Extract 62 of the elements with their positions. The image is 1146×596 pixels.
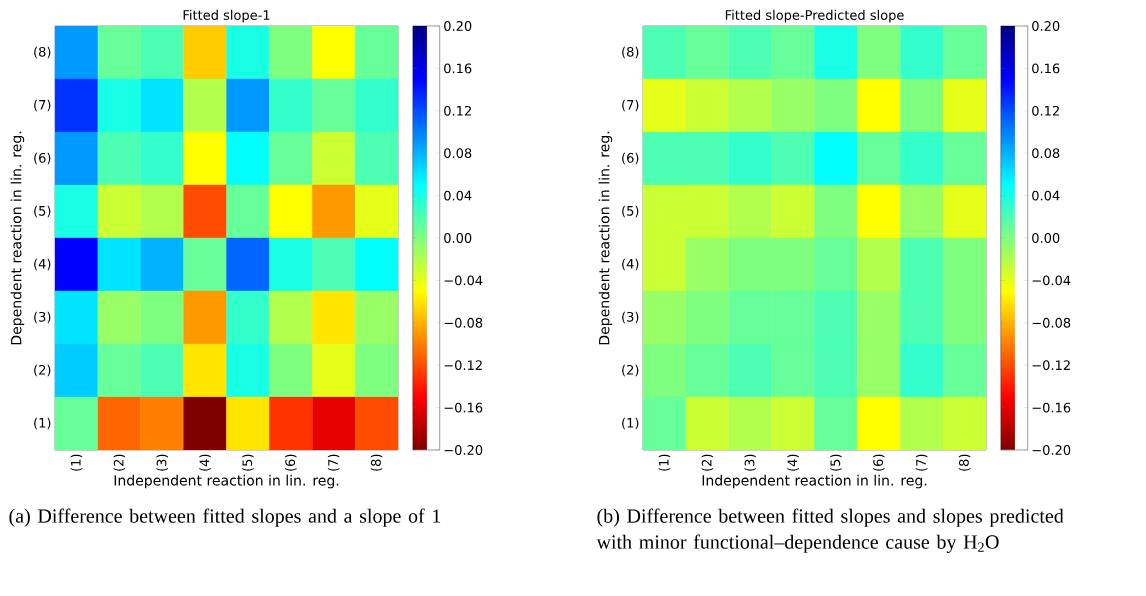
color-bar-label: −0.08 [444, 317, 483, 328]
color-bar-label: 0.12 [444, 105, 471, 116]
x-tick-label: (6) [285, 454, 297, 471]
color-bar-label: 0.20 [444, 21, 472, 31]
y-tick-label: (4) [34, 258, 51, 271]
chart-title: Fitted slope-Predicted slope [725, 9, 904, 23]
color-bar-label: −0.16 [1032, 402, 1071, 413]
color-bar-label: −0.04 [444, 275, 483, 286]
y-tick-label: (3) [622, 311, 639, 324]
color-bar-label: −0.16 [444, 402, 483, 413]
x-tick-label: (2) [701, 454, 714, 471]
color-bar-label: 0.08 [444, 148, 472, 159]
x-tick-label: (2) [113, 454, 126, 471]
x-tick-label: (1) [70, 454, 83, 471]
color-bar-label: −0.20 [1032, 445, 1071, 455]
color-bar-label: 0.16 [444, 63, 472, 74]
color-bar-label: −0.12 [1032, 360, 1070, 371]
color-bar-label: 0.12 [1032, 105, 1059, 116]
x-tick-label: (7) [915, 454, 928, 471]
x-tick-label: (1) [658, 454, 671, 471]
x-tick-label: (3) [744, 454, 756, 471]
text: (b) Difference between fitted slopes and slopes predicted with minor functional–dependence cause by H$_{2}$O [596, 508, 1064, 553]
y-tick-label: (2) [622, 364, 639, 377]
color-bar-label: 0.08 [1032, 148, 1060, 159]
y-tick-label: (1) [34, 417, 51, 430]
x-tick-label: (4) [199, 454, 211, 471]
x-tick-label: (8) [958, 454, 971, 471]
x-tick-label: (6) [873, 454, 885, 471]
x-tick-label: (5) [830, 454, 842, 471]
color-bar-label: 0.00 [444, 233, 472, 243]
y-tick-label: (8) [34, 46, 51, 59]
x-tick-label: (4) [787, 454, 799, 471]
color-bar-label: 0.04 [1032, 190, 1060, 201]
color-bar-label: 0.00 [1032, 233, 1060, 243]
x-tick-label: (7) [327, 454, 340, 471]
y-tick-label: (6) [34, 152, 51, 165]
chart-title: Fitted slope-1 [183, 9, 270, 23]
text: (a) Difference between fitted slopes and a slope of 1 [9, 508, 441, 527]
color-bar-label: 0.20 [1032, 21, 1060, 31]
color-bar-label: −0.20 [444, 445, 483, 455]
color-bar-label: 0.04 [444, 190, 472, 201]
x-tick-label: (3) [156, 454, 168, 471]
x-tick-label: (8) [370, 454, 383, 471]
y-tick-label: (6) [622, 152, 639, 165]
y-tick-label: (2) [34, 364, 51, 377]
y-axis-title: Dependent reaction in lin. reg. [10, 131, 25, 345]
x-axis-title: Independent reaction in lin. reg. [114, 474, 339, 489]
color-bar-label: 0.16 [1032, 63, 1060, 74]
y-tick-label: (8) [622, 46, 639, 59]
y-tick-label: (1) [622, 417, 639, 430]
y-tick-label: (7) [622, 99, 639, 112]
x-tick-label: (5) [242, 454, 254, 471]
y-tick-label: (5) [622, 205, 639, 218]
color-bar-label: −0.12 [444, 360, 482, 371]
y-tick-label: (7) [34, 99, 51, 112]
y-tick-label: (3) [34, 311, 51, 324]
y-tick-label: (4) [622, 258, 639, 271]
y-axis-title: Dependent reaction in lin. reg. [598, 131, 613, 345]
color-bar-label: −0.04 [1032, 275, 1071, 286]
y-tick-label: (5) [34, 205, 51, 218]
color-bar-label: −0.08 [1032, 317, 1071, 328]
x-axis-title: Independent reaction in lin. reg. [702, 474, 927, 489]
